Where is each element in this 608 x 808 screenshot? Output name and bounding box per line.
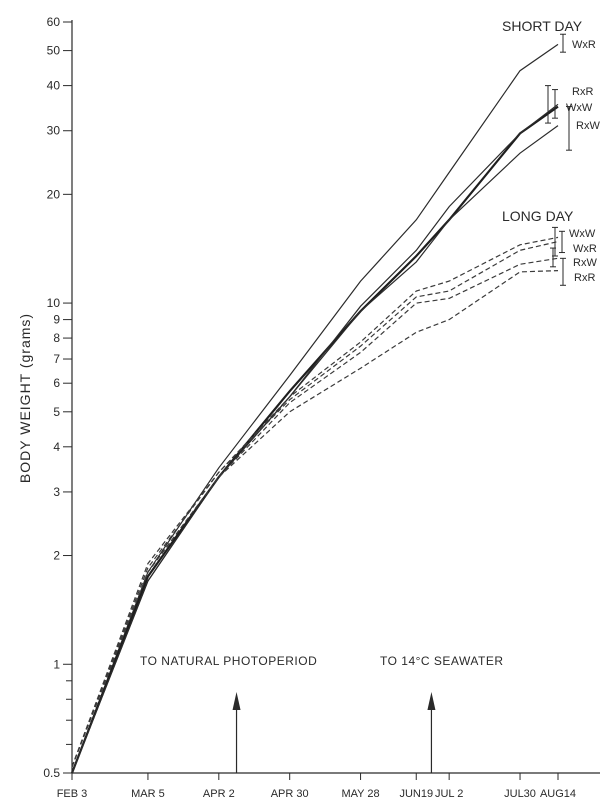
series-label-long-day-rxw: RxW — [573, 257, 597, 269]
series-label-short-day-rxw: RxW — [576, 120, 600, 132]
y-tick-label: 10 — [47, 296, 61, 310]
series-label-long-day-rxr: RxR — [574, 272, 595, 284]
y-tick-label: 4 — [53, 440, 60, 454]
series-line-short-day-rxw — [71, 125, 559, 774]
y-tick-label: 60 — [47, 15, 61, 29]
series-label-long-day-wxw: WxW — [569, 228, 596, 240]
x-tick-label: FEB 3 — [57, 788, 88, 800]
x-tick-label: APR 30 — [271, 788, 309, 800]
y-tick-label: 20 — [47, 187, 61, 201]
series-line-long-day-rxr — [71, 270, 559, 768]
x-tick-label: JUN19 — [399, 788, 433, 800]
annotation-label: TO NATURAL PHOTOPERIOD — [140, 654, 317, 668]
series-line-long-day-wxr — [71, 241, 559, 768]
y-tick-label: 9 — [53, 313, 60, 327]
x-tick-label: MAR 5 — [131, 788, 165, 800]
annotation-arrow-head — [232, 692, 241, 710]
series-label-long-day-wxr: WxR — [573, 243, 597, 255]
annotation-arrow-head — [427, 692, 436, 710]
y-tick-label: 50 — [47, 44, 61, 58]
x-tick-label: JUL30 — [504, 788, 536, 800]
series-line-long-day-rxw — [71, 257, 559, 768]
y-tick-label: 3 — [53, 485, 60, 499]
x-tick-label: AUG14 — [540, 788, 576, 800]
y-tick-label: 30 — [47, 124, 61, 138]
labels: SHORT DAY LONG DAY WxR RxR WxW RxW WxW WxR RxW Rx… — [140, 18, 600, 773]
series-line-long-day-wxw — [71, 236, 559, 768]
y-tick-label: 5 — [53, 405, 60, 419]
annotation-label: TO 14°C SEAWATER — [380, 654, 504, 668]
x-tick-label: MAY 28 — [342, 788, 380, 800]
series-label-short-day-wxw: WxW — [566, 102, 593, 114]
series-label-short-day-rxr: RxR — [572, 86, 593, 98]
series-line-short-day-wxw — [71, 103, 559, 774]
group-label-short-day: SHORT DAY — [502, 18, 583, 34]
series-line-short-day-wxr — [71, 43, 559, 774]
series-label-short-day-wxr: WxR — [572, 39, 596, 51]
error-bars — [545, 33, 572, 286]
group-label-long-day: LONG DAY — [502, 208, 574, 224]
y-tick-label: 1 — [53, 657, 60, 671]
y-axis-label: BODY WEIGHT (grams) — [17, 313, 33, 483]
y-tick-label: 6 — [53, 376, 60, 390]
y-tick-label: 0.5 — [43, 766, 60, 780]
x-tick-label: APR 2 — [203, 788, 235, 800]
series-line-short-day-rxr — [70, 105, 559, 774]
x-tick-label: JUL 2 — [435, 788, 463, 800]
series-lines — [70, 43, 559, 774]
y-tick-label: 8 — [53, 331, 60, 345]
y-tick-label: 40 — [47, 79, 61, 93]
y-tick-label: 7 — [53, 352, 60, 366]
y-tick-label: 2 — [53, 549, 60, 563]
axes: 0.5 1 2 3 4 5 6 7 8 9 10 20 30 40 50 60 BODY WEIGHT (gra… — [17, 15, 600, 800]
